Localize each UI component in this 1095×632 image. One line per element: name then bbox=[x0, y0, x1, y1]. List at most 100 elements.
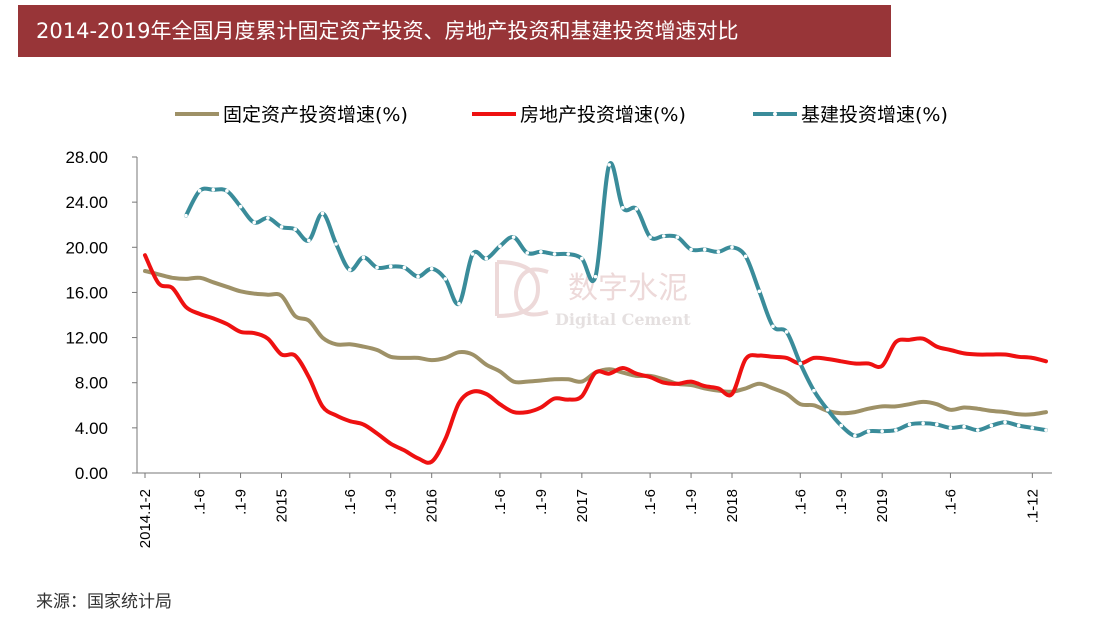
data-point-infra bbox=[648, 235, 652, 239]
data-point-infra bbox=[962, 424, 966, 429]
data-point-infra bbox=[266, 216, 270, 220]
data-point-infra bbox=[511, 235, 516, 239]
source-note: 来源：国家统计局 bbox=[36, 592, 172, 612]
data-point-infra bbox=[566, 252, 570, 256]
watermark: 数字水泥 Digital Cement bbox=[495, 260, 691, 329]
data-point-infra bbox=[730, 245, 734, 250]
data-point-infra bbox=[825, 408, 830, 412]
x-tick-label: .1-9 bbox=[233, 489, 250, 515]
data-point-infra bbox=[716, 250, 721, 254]
data-point-infra bbox=[989, 423, 994, 428]
data-point-infra bbox=[279, 225, 284, 229]
legend-marker bbox=[773, 112, 777, 116]
data-point-infra bbox=[880, 429, 884, 434]
data-point-infra bbox=[661, 234, 666, 238]
x-tick-label: 2016 bbox=[424, 489, 441, 522]
data-point-infra bbox=[975, 428, 980, 432]
data-point-infra bbox=[307, 238, 311, 243]
data-point-infra bbox=[457, 301, 461, 306]
data-point-infra bbox=[784, 330, 789, 334]
data-point-infra bbox=[429, 266, 434, 271]
data-point-infra bbox=[416, 274, 420, 279]
x-tick-label: .1-6 bbox=[792, 489, 809, 515]
data-point-infra bbox=[443, 277, 448, 281]
y-tick-label: 12.00 bbox=[65, 329, 108, 348]
data-point-infra bbox=[593, 274, 598, 279]
legend: 固定资产投资增速(%) 房地产投资增速(%) 基建投资增速(%) bbox=[175, 104, 948, 126]
x-tick-label: 2017 bbox=[574, 489, 591, 522]
x-tick-label: 2019 bbox=[874, 489, 891, 522]
data-point-infra bbox=[1030, 426, 1035, 430]
data-point-infra bbox=[211, 187, 216, 192]
data-point-infra bbox=[525, 251, 530, 255]
data-point-infra bbox=[812, 388, 816, 393]
legend-label-real_estate: 房地产投资增速(%) bbox=[520, 104, 686, 126]
data-point-infra bbox=[361, 255, 366, 260]
data-point-infra bbox=[689, 247, 693, 252]
data-point-infra bbox=[743, 254, 748, 259]
data-point-infra bbox=[607, 163, 611, 167]
data-point-infra bbox=[866, 429, 871, 434]
y-tick-label: 0.00 bbox=[75, 464, 108, 483]
data-point-infra bbox=[853, 433, 857, 438]
data-point-infra bbox=[498, 244, 502, 248]
data-point-infra bbox=[921, 421, 925, 426]
legend-label-fixed: 固定资产投资增速(%) bbox=[223, 104, 408, 126]
data-point-infra bbox=[320, 211, 325, 216]
data-point-infra bbox=[839, 423, 844, 428]
x-tick-label: 2018 bbox=[724, 489, 741, 522]
data-point-infra bbox=[894, 428, 898, 432]
x-tick-label: .1-12 bbox=[1024, 489, 1041, 523]
data-point-infra bbox=[798, 361, 803, 366]
data-point-infra bbox=[552, 252, 557, 256]
x-tick-label: 2014.1-2 bbox=[137, 489, 154, 548]
x-tick-label: .1-6 bbox=[492, 489, 509, 515]
data-point-infra bbox=[484, 256, 489, 261]
data-point-infra bbox=[634, 207, 639, 211]
x-tick-label: .1-6 bbox=[942, 489, 959, 515]
data-point-infra bbox=[580, 256, 584, 261]
watermark-logo bbox=[495, 260, 549, 318]
series-line-infra bbox=[184, 161, 1048, 438]
data-point-infra bbox=[197, 189, 202, 193]
data-point-infra bbox=[334, 242, 338, 246]
x-tick-label: 2015 bbox=[274, 489, 291, 522]
x-tick-label: .1-6 bbox=[342, 489, 359, 515]
data-point-infra bbox=[934, 422, 939, 427]
legend-label-infra: 基建投资增速(%) bbox=[801, 104, 948, 126]
data-point-infra bbox=[375, 265, 379, 270]
data-point-infra bbox=[238, 204, 243, 209]
y-tick-label: 4.00 bbox=[75, 419, 108, 438]
series-line-real_estate bbox=[143, 253, 1048, 465]
data-point-infra bbox=[347, 268, 352, 272]
data-point-infra bbox=[539, 250, 543, 254]
y-tick-label: 16.00 bbox=[65, 283, 108, 302]
data-point-infra bbox=[702, 247, 707, 252]
data-point-infra bbox=[948, 426, 953, 430]
x-tick-label: .1-9 bbox=[833, 489, 850, 515]
x-tick-label: .1-6 bbox=[642, 489, 659, 515]
title-banner: 2014-2019年全国月度累计固定资产投资、房地产投资和基建投资增速对比 bbox=[18, 5, 891, 57]
data-point-infra bbox=[293, 227, 297, 232]
data-point-infra bbox=[757, 289, 762, 294]
axes: 0.00 4.00 8.00 12.00 16.00 20.00 24.00 28.00 201… bbox=[65, 148, 1052, 548]
series-lines bbox=[143, 161, 1048, 465]
data-point-infra bbox=[184, 213, 188, 218]
data-point-infra bbox=[907, 422, 912, 427]
data-point-infra bbox=[1003, 420, 1007, 425]
data-point-infra bbox=[252, 220, 257, 225]
data-point-infra bbox=[470, 252, 475, 256]
data-point-infra bbox=[225, 189, 229, 193]
data-point-infra bbox=[402, 265, 407, 270]
chart-title: 2014-2019年全国月度累计固定资产投资、房地产投资和基建投资增速对比 bbox=[36, 19, 739, 43]
watermark-en: Digital Cement bbox=[555, 310, 691, 329]
data-point-infra bbox=[771, 324, 775, 329]
x-tick-label: .1-6 bbox=[192, 489, 209, 515]
y-tick-label: 24.00 bbox=[65, 193, 108, 212]
data-point-infra bbox=[675, 235, 680, 239]
data-point-infra bbox=[388, 264, 393, 269]
x-tick-label: .1-9 bbox=[533, 489, 550, 515]
data-point-infra bbox=[1016, 423, 1021, 428]
x-tick-label: .1-9 bbox=[683, 489, 700, 515]
